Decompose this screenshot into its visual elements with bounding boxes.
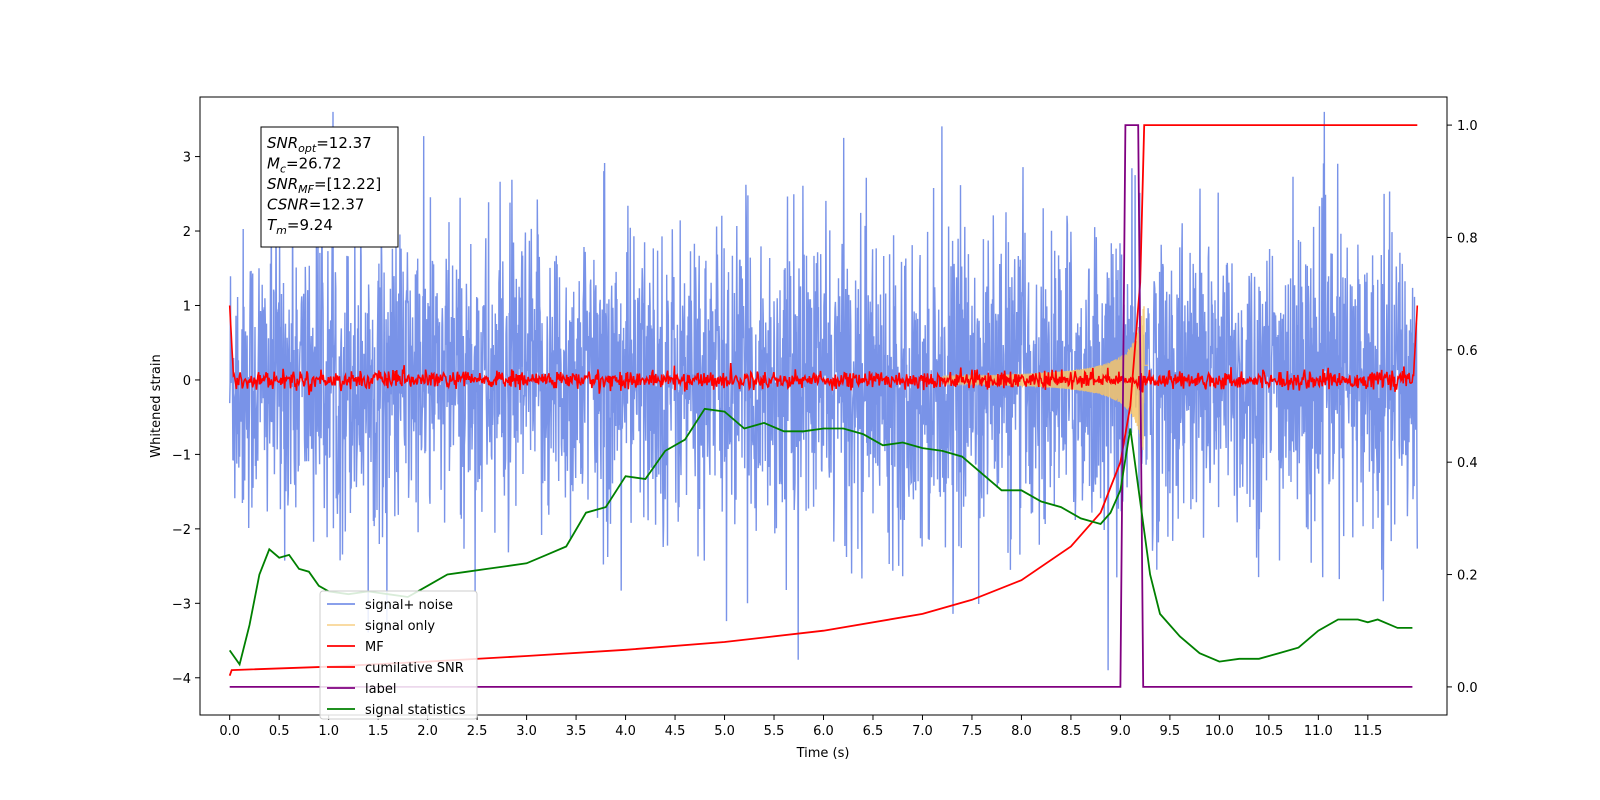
legend-frame [319, 590, 478, 720]
x-tick-label: 8.5 [1061, 724, 1082, 739]
x-tick-label: 10.5 [1254, 724, 1283, 739]
x-tick-label: 1.5 [368, 724, 389, 739]
y-left-tick-label: 1 [183, 299, 191, 314]
y-right-tick-label: 0.0 [1457, 681, 1478, 696]
x-axis: 0.0 0.5 1.0 1.5 2.0 2.5 3.0 3.5 4.0 4.5 5.0 5.5 6.0 6… [219, 715, 1382, 739]
x-tick-label: 10.0 [1205, 724, 1234, 739]
y-left-tick-label: 3 [183, 151, 191, 166]
legend-label: cumilative SNR [365, 661, 464, 676]
legend-label: MF [365, 640, 384, 655]
info-line: SNRopt=12.37 [267, 134, 372, 155]
y-left-tick-label: −1 [172, 448, 191, 463]
legend-label: signal statistics [365, 703, 466, 718]
y-left-tick-label: −4 [172, 672, 191, 687]
x-tick-label: 9.0 [1110, 724, 1131, 739]
x-tick-label: 11.0 [1304, 724, 1333, 739]
y-right-tick-label: 0.2 [1457, 569, 1478, 584]
info-box-frame [260, 126, 399, 248]
y-left-tick-label: 0 [183, 374, 191, 389]
x-tick-label: 4.5 [665, 724, 686, 739]
x-tick-label: 6.5 [863, 724, 884, 739]
x-tick-label: 5.0 [714, 724, 735, 739]
series-mf [228, 305, 1419, 396]
x-tick-label: 7.5 [962, 724, 983, 739]
y-right-tick-label: 0.6 [1457, 344, 1478, 359]
x-tick-label: 5.5 [764, 724, 785, 739]
y-axis-label: Whitened strain [149, 354, 164, 457]
x-axis-label: Time (s) [796, 746, 850, 761]
y-axis-left: −4 −3 −2 −1 0 1 2 3 [172, 151, 200, 687]
info-line: Tm=9.24 [267, 216, 333, 237]
x-tick-label: 11.5 [1353, 724, 1382, 739]
series-signal-noise [229, 111, 1418, 671]
info-line: Mc=26.72 [267, 155, 342, 176]
legend-label: signal only [365, 619, 435, 634]
y-left-tick-label: −3 [172, 597, 191, 612]
y-axis-right: 0.0 0.2 0.4 0.6 0.8 1.0 [1447, 119, 1478, 696]
x-tick-label: 4.0 [615, 724, 636, 739]
info-line: CSNR=12.37 [267, 196, 364, 214]
x-tick-label: 0.0 [219, 724, 240, 739]
x-tick-label: 2.0 [417, 724, 438, 739]
x-tick-label: 8.0 [1011, 724, 1032, 739]
x-tick-label: 6.0 [813, 724, 834, 739]
x-tick-label: 0.5 [269, 724, 290, 739]
x-tick-label: 3.5 [566, 724, 587, 739]
info-box: SNRopt=12.37Mc=26.72SNRMF=[12.22]CSNR=12… [260, 126, 399, 248]
x-tick-label: 3.0 [516, 724, 537, 739]
y-left-tick-label: −2 [172, 523, 191, 538]
legend: signal+ noise signal only MF cumilative SNR… [319, 590, 478, 720]
series-label [229, 124, 1413, 688]
info-line: SNRMF=[12.22] [267, 175, 381, 196]
y-right-tick-label: 1.0 [1457, 119, 1478, 134]
x-tick-label: 9.5 [1160, 724, 1181, 739]
legend-label: signal+ noise [365, 598, 453, 613]
x-tick-label: 2.5 [467, 724, 488, 739]
x-tick-label: 7.0 [912, 724, 933, 739]
y-right-tick-label: 0.4 [1457, 456, 1478, 471]
legend-label: label [365, 682, 396, 697]
y-left-tick-label: 2 [183, 225, 191, 240]
y-right-tick-label: 0.8 [1457, 231, 1478, 246]
x-tick-label: 1.0 [318, 724, 339, 739]
